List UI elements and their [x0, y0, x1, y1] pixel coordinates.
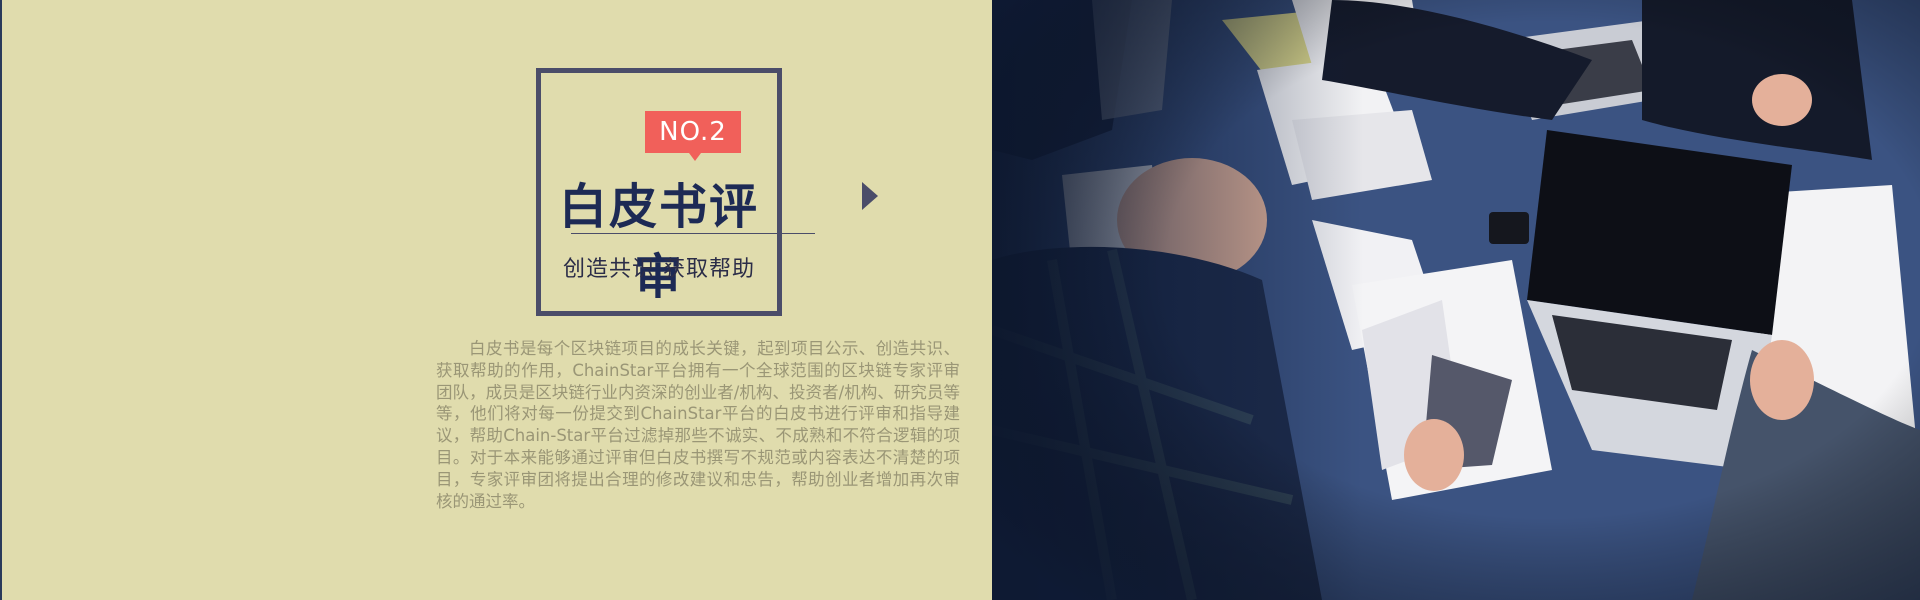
number-badge: NO.2	[645, 111, 741, 161]
left-edge-line	[0, 0, 2, 600]
title-divider	[571, 233, 815, 234]
photo-illustration	[992, 0, 1920, 600]
section-subtitle: 创造共识 获取帮助	[563, 257, 755, 282]
triangle-right-icon	[862, 182, 878, 210]
team-photo	[992, 0, 1920, 600]
title-card: NO.2 白皮书评审 创造共识 获取帮助	[536, 68, 815, 316]
body-paragraph: 白皮书是每个区块链项目的成长关键，起到项目公示、创造共识、获取帮助的作用，Cha…	[436, 339, 960, 511]
section-title: 白皮书评审	[558, 179, 759, 305]
